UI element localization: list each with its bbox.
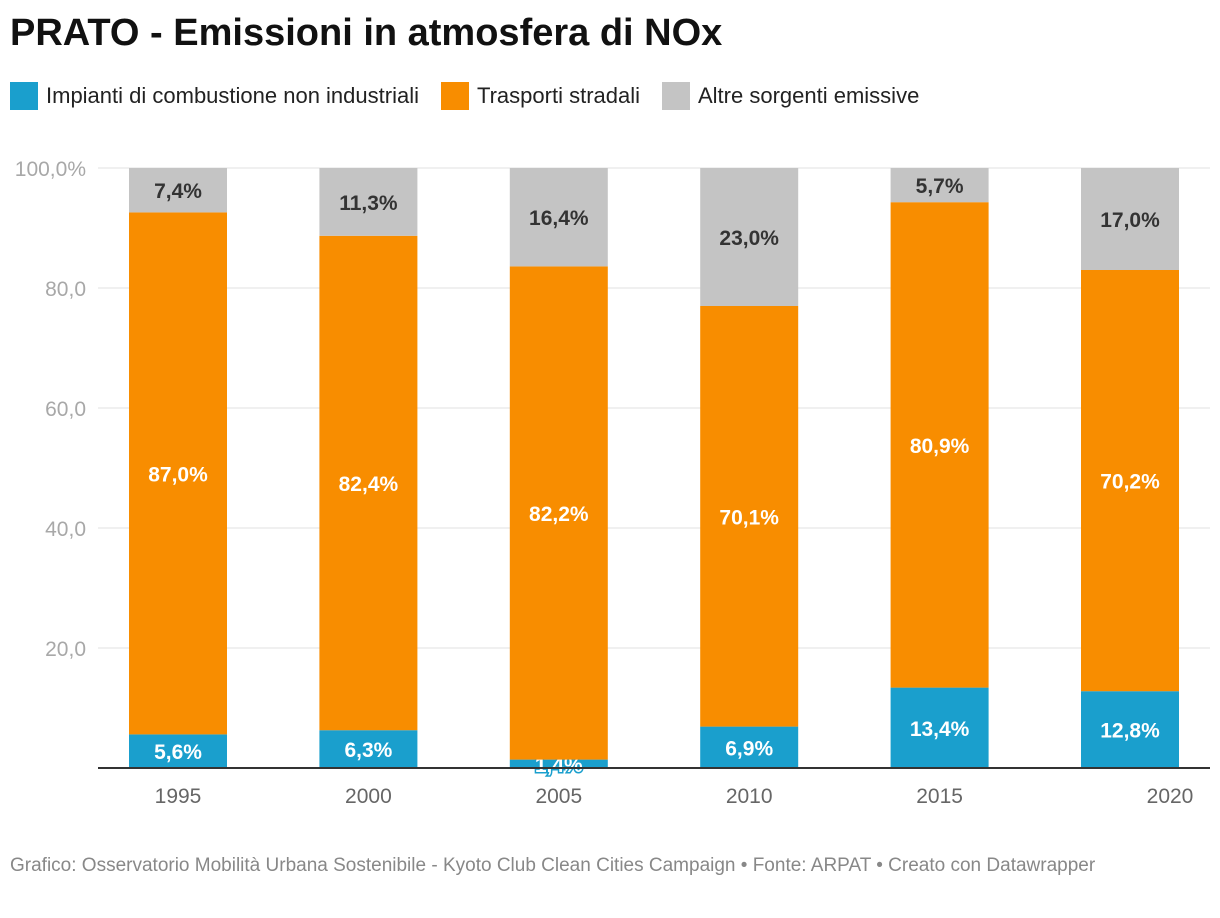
bar-segment xyxy=(129,734,227,768)
bar-segment xyxy=(1081,691,1179,768)
bar-segment xyxy=(700,726,799,768)
data-label: 12,8% xyxy=(1100,720,1160,743)
legend-swatch-altre xyxy=(662,82,690,110)
data-label: 16,4% xyxy=(529,207,589,230)
data-label: 70,2% xyxy=(1100,471,1160,494)
bar-segment xyxy=(700,306,799,727)
y-tick-label: 80,0 xyxy=(45,278,86,301)
bar-segment xyxy=(509,266,608,760)
bar-segment xyxy=(129,168,227,213)
data-label: 6,9% xyxy=(725,737,773,760)
data-label: 13,4% xyxy=(910,718,970,741)
bar-segment xyxy=(890,202,989,688)
legend-label-altre: Altre sorgenti emissive xyxy=(698,83,920,108)
x-tick-label: 2005 xyxy=(535,785,582,808)
data-label: 6,3% xyxy=(344,739,392,762)
bar-segment xyxy=(700,168,799,306)
x-tick-label: 2000 xyxy=(345,785,392,808)
data-label: 5,7% xyxy=(916,175,964,198)
bar-segment xyxy=(509,168,608,267)
data-label: 7,4% xyxy=(154,180,202,203)
x-tick-label: 2010 xyxy=(726,785,773,808)
bar-segment xyxy=(890,687,989,768)
legend-swatch-trasporti xyxy=(440,82,469,110)
data-label: 23,0% xyxy=(719,227,779,250)
x-tick-label: 1995 xyxy=(155,785,202,808)
data-label: 11,3% xyxy=(339,192,398,215)
data-label: 1,4% xyxy=(535,754,583,777)
legend-swatch-impianti xyxy=(10,82,38,110)
legend: Impianti di combustione non industriali … xyxy=(10,82,941,110)
data-label: 70,1% xyxy=(719,506,779,529)
data-label: 82,4% xyxy=(339,473,399,496)
y-tick-label: 20,0 xyxy=(45,638,86,661)
x-tick-label: 2020 xyxy=(1147,785,1194,808)
legend-item-altre: Altre sorgenti emissive xyxy=(662,82,919,110)
data-label: 17,0% xyxy=(1100,209,1160,232)
bar-segment xyxy=(129,212,227,735)
y-tick-label: 60,0 xyxy=(45,398,86,421)
bar-segment xyxy=(509,759,608,768)
y-tick-label: 40,0 xyxy=(45,518,86,541)
data-label: 5,6% xyxy=(154,741,202,764)
bar-segment xyxy=(319,730,418,768)
data-label: 82,2% xyxy=(529,503,589,526)
bar-segment xyxy=(1081,270,1179,692)
bar-segment xyxy=(319,168,418,236)
x-tick-label: 2015 xyxy=(916,785,963,808)
bar-segment xyxy=(319,235,418,731)
chart-title: PRATO - Emissioni in atmosfera di NOx xyxy=(10,12,723,54)
data-label: 87,0% xyxy=(148,463,208,486)
legend-item-trasporti: Trasporti stradali xyxy=(440,82,640,110)
source-footer: Grafico: Osservatorio Mobilità Urbana So… xyxy=(10,855,1096,876)
data-label: 80,9% xyxy=(910,435,970,458)
legend-label-impianti: Impianti di combustione non industriali xyxy=(46,83,419,108)
legend-label-trasporti: Trasporti stradali xyxy=(476,83,640,108)
bar-segment xyxy=(890,168,989,203)
bar-segment xyxy=(1081,168,1179,270)
legend-item-impianti: Impianti di combustione non industriali xyxy=(10,82,419,110)
y-tick-label: 100,0% xyxy=(15,158,86,181)
